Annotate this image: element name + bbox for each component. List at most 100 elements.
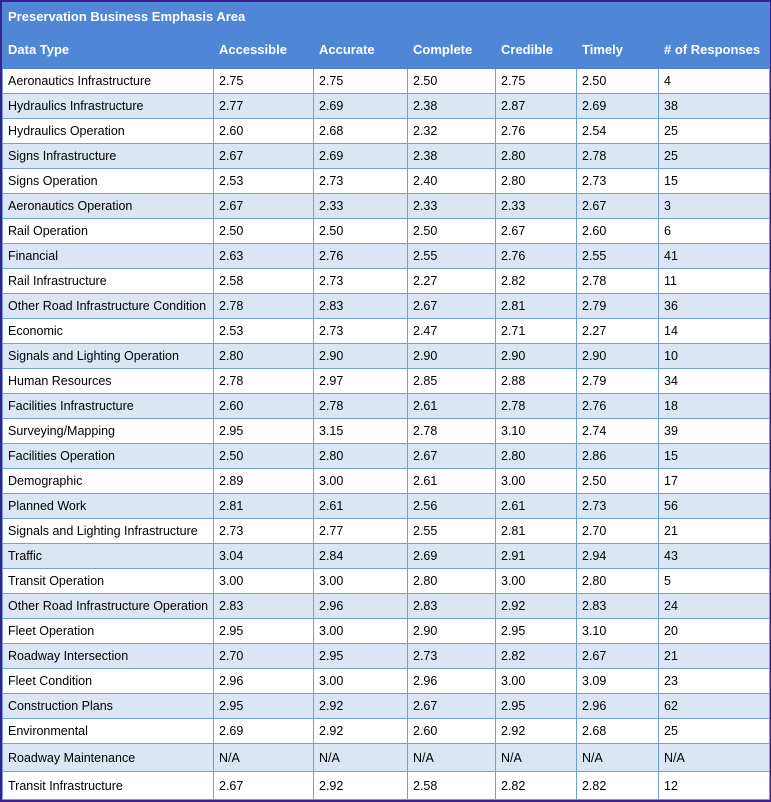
row-label-cell: Signs Operation xyxy=(2,168,214,194)
value-cell: 2.67 xyxy=(576,193,659,219)
value-cell: 2.63 xyxy=(213,243,314,269)
table-row: Surveying/Mapping 2.95 3.15 2.78 3.10 2.74 39 xyxy=(2,418,771,444)
value-cell: 11 xyxy=(657,268,771,294)
row-label-cell: Rail Operation xyxy=(2,218,214,244)
column-header: # of Responses xyxy=(657,30,771,69)
value-cell: 10 xyxy=(657,343,771,369)
row-label-cell: Financial xyxy=(2,243,214,269)
row-label-cell: Rail Infrastructure xyxy=(2,268,214,294)
value-cell: 2.83 xyxy=(576,593,659,619)
value-cell: 2.80 xyxy=(213,343,314,369)
value-cell: 3.00 xyxy=(495,568,577,594)
table-row: Aeronautics Infrastructure 2.75 2.75 2.50 2.… xyxy=(2,68,771,94)
value-cell: 2.81 xyxy=(495,293,577,319)
value-cell: 2.92 xyxy=(495,718,577,744)
value-cell: 2.95 xyxy=(495,618,577,644)
row-label-cell: Other Road Infrastructure Operation xyxy=(2,593,214,619)
value-cell: 12 xyxy=(657,771,771,800)
table-caption: Preservation Business Emphasis Area xyxy=(1,2,771,31)
value-cell: 2.73 xyxy=(576,168,659,194)
value-cell: 41 xyxy=(657,243,771,269)
table-row: Signals and Lighting Infrastructure 2.73 2… xyxy=(2,518,771,544)
value-cell: 2.95 xyxy=(213,418,314,444)
value-cell: 17 xyxy=(657,468,771,494)
row-label-cell: Roadway Intersection xyxy=(2,643,214,669)
table-row: Rail Infrastructure 2.58 2.73 2.27 2.82 2.78 1… xyxy=(2,268,771,294)
value-cell: 23 xyxy=(657,668,771,694)
row-label-cell: Economic xyxy=(2,318,214,344)
value-cell: 2.60 xyxy=(213,393,314,419)
value-cell: 3.00 xyxy=(313,568,408,594)
value-cell: 2.67 xyxy=(213,771,314,800)
value-cell: 2.81 xyxy=(213,493,314,519)
value-cell: 2.55 xyxy=(407,518,496,544)
row-label-cell: Human Resources xyxy=(2,368,214,394)
value-cell: 2.77 xyxy=(313,518,408,544)
value-cell: 2.76 xyxy=(313,243,408,269)
row-label-cell: Signals and Lighting Operation xyxy=(2,343,214,369)
value-cell: 3 xyxy=(657,193,771,219)
row-label-cell: Construction Plans xyxy=(2,693,214,719)
value-cell: 2.75 xyxy=(495,68,577,94)
value-cell: 56 xyxy=(657,493,771,519)
row-label-cell: Hydraulics Operation xyxy=(2,118,214,144)
row-label-cell: Roadway Maintenance xyxy=(2,743,214,772)
value-cell: 3.10 xyxy=(576,618,659,644)
value-cell: 2.47 xyxy=(407,318,496,344)
table-row: Signals and Lighting Operation 2.80 2.90 2.… xyxy=(2,343,771,369)
column-header: Complete xyxy=(407,30,496,69)
value-cell: 2.33 xyxy=(313,193,408,219)
table-row: Traffic 3.04 2.84 2.69 2.91 2.94 43 xyxy=(2,543,771,569)
value-cell: 2.73 xyxy=(313,268,408,294)
value-cell: 2.69 xyxy=(576,93,659,119)
value-cell: 2.97 xyxy=(313,368,408,394)
value-cell: 2.75 xyxy=(313,68,408,94)
value-cell: 2.78 xyxy=(213,293,314,319)
value-cell: 2.60 xyxy=(407,718,496,744)
value-cell: 3.00 xyxy=(213,568,314,594)
value-cell: 2.38 xyxy=(407,93,496,119)
value-cell: 2.76 xyxy=(495,243,577,269)
column-header: Credible xyxy=(495,30,577,69)
value-cell: N/A xyxy=(576,743,659,772)
value-cell: 2.73 xyxy=(313,168,408,194)
value-cell: 2.94 xyxy=(576,543,659,569)
value-cell: 2.71 xyxy=(495,318,577,344)
value-cell: 2.78 xyxy=(576,143,659,169)
value-cell: 2.55 xyxy=(407,243,496,269)
value-cell: 2.80 xyxy=(495,143,577,169)
value-cell: 2.50 xyxy=(213,443,314,469)
value-cell: 3.00 xyxy=(313,668,408,694)
table-row: Planned Work 2.81 2.61 2.56 2.61 2.73 56 xyxy=(2,493,771,519)
value-cell: 2.33 xyxy=(495,193,577,219)
value-cell: 2.87 xyxy=(495,93,577,119)
table-row: Hydraulics Operation 2.60 2.68 2.32 2.76 2.54… xyxy=(2,118,771,144)
value-cell: 2.60 xyxy=(576,218,659,244)
value-cell: 2.67 xyxy=(495,218,577,244)
value-cell: 2.80 xyxy=(495,443,577,469)
value-cell: 2.83 xyxy=(213,593,314,619)
value-cell: 34 xyxy=(657,368,771,394)
value-cell: 2.92 xyxy=(313,693,408,719)
row-label-cell: Environmental xyxy=(2,718,214,744)
value-cell: 25 xyxy=(657,143,771,169)
value-cell: 2.73 xyxy=(213,518,314,544)
value-cell: 2.69 xyxy=(407,543,496,569)
value-cell: 2.61 xyxy=(495,493,577,519)
value-cell: 2.90 xyxy=(576,343,659,369)
table-row: Fleet Operation 2.95 3.00 2.90 2.95 3.10 20 xyxy=(2,618,771,644)
value-cell: 2.95 xyxy=(213,618,314,644)
value-cell: 2.96 xyxy=(213,668,314,694)
row-label-cell: Surveying/Mapping xyxy=(2,418,214,444)
value-cell: 2.69 xyxy=(313,93,408,119)
value-cell: 2.82 xyxy=(576,771,659,800)
row-label-cell: Other Road Infrastructure Condition xyxy=(2,293,214,319)
value-cell: 2.67 xyxy=(576,643,659,669)
table-row: Financial 2.63 2.76 2.55 2.76 2.55 41 xyxy=(2,243,771,269)
value-cell: 2.88 xyxy=(495,368,577,394)
value-cell: 2.61 xyxy=(407,393,496,419)
value-cell: 2.61 xyxy=(313,493,408,519)
value-cell: 2.69 xyxy=(313,143,408,169)
value-cell: 43 xyxy=(657,543,771,569)
